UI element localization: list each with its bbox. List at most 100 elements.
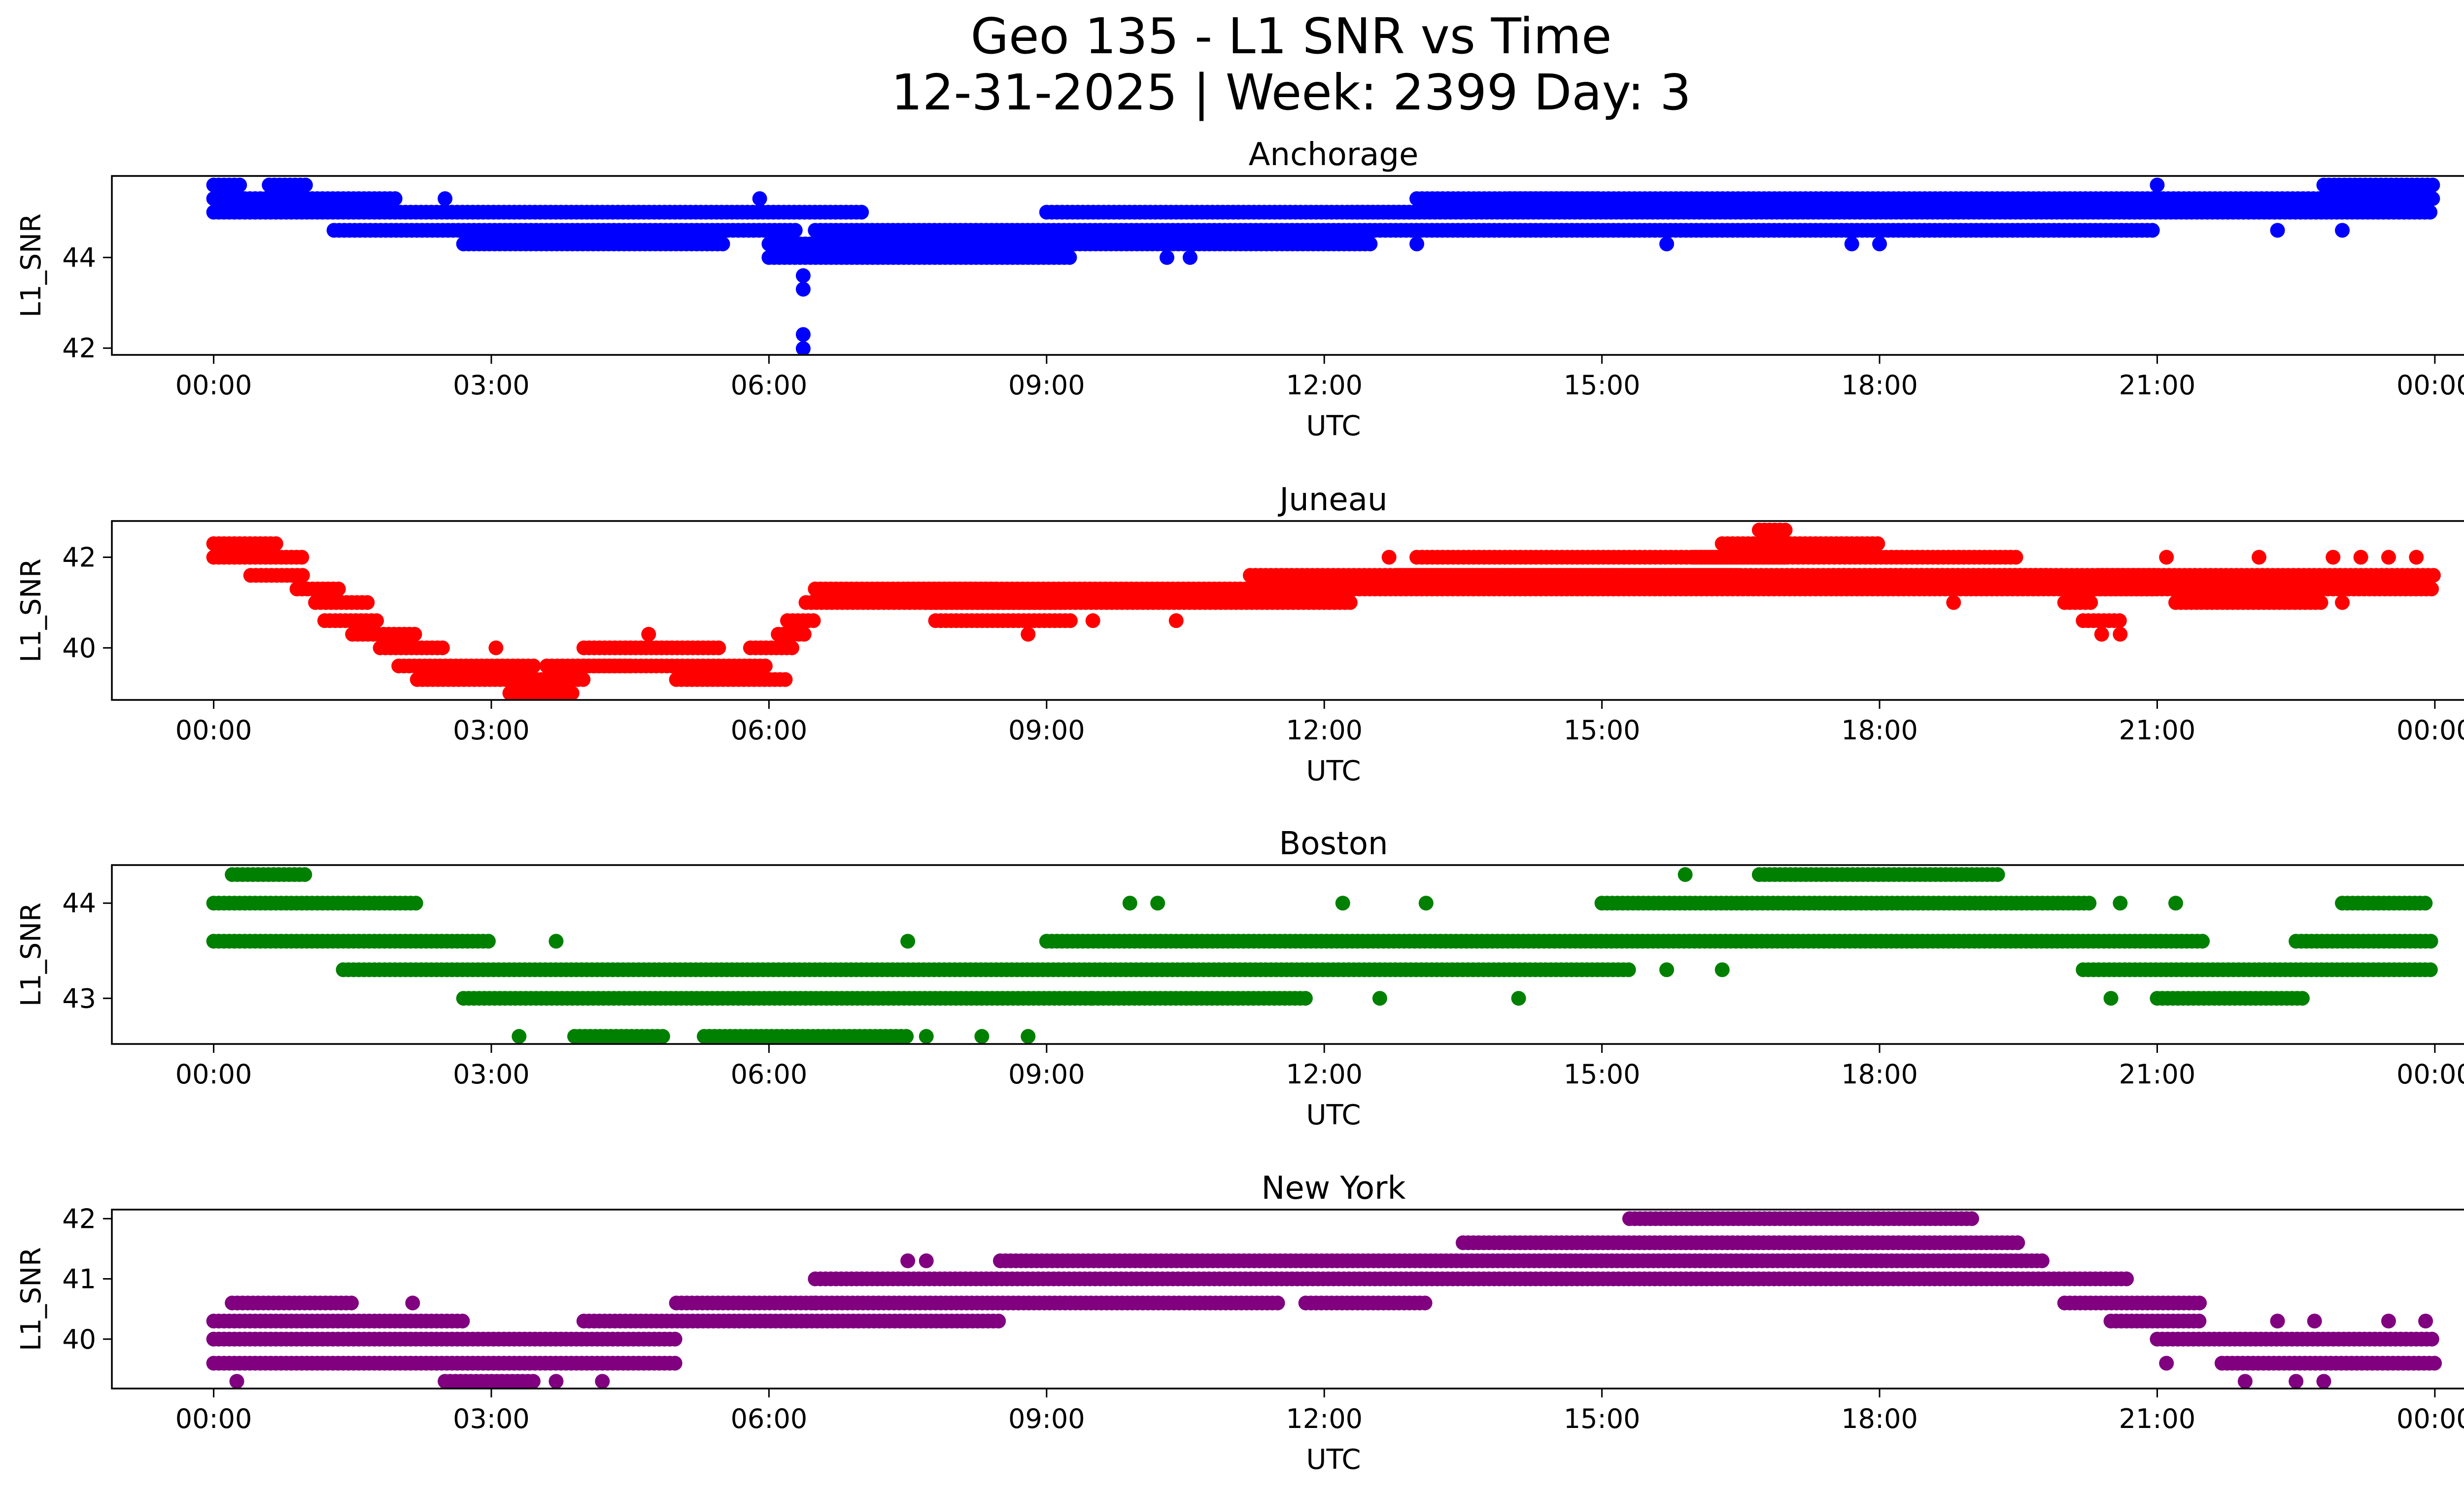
- data-point: [232, 177, 247, 193]
- x-axis-label: UTC: [1306, 410, 1361, 442]
- x-tick-label: 00:00: [2396, 1059, 2464, 1090]
- data-point: [576, 672, 591, 687]
- data-point: [2313, 595, 2328, 610]
- data-point: [899, 1029, 914, 1044]
- data-point: [2082, 896, 2097, 911]
- data-point: [1714, 962, 1730, 977]
- data-point: [438, 191, 453, 206]
- x-axis-label: UTC: [1306, 1099, 1361, 1131]
- data-point: [795, 268, 811, 283]
- x-tick-label: 15:00: [1564, 370, 1641, 401]
- data-point: [1021, 1029, 1036, 1044]
- data-point: [2418, 896, 2433, 911]
- data-point: [435, 640, 450, 656]
- data-point: [806, 613, 821, 628]
- x-tick-label: 18:00: [1841, 715, 1918, 746]
- data-point: [2112, 613, 2127, 628]
- data-points: [206, 177, 2440, 355]
- x-tick-label: 03:00: [453, 370, 530, 401]
- data-point: [2294, 991, 2310, 1006]
- x-tick-label: 03:00: [453, 1059, 530, 1090]
- data-points: [206, 522, 2441, 700]
- data-point: [2192, 1295, 2207, 1311]
- data-point: [526, 659, 541, 674]
- data-point: [455, 1314, 470, 1329]
- data-point: [778, 672, 793, 687]
- data-point: [787, 223, 803, 238]
- subplot-title: Boston: [1279, 826, 1388, 862]
- x-tick-label: 03:00: [453, 715, 530, 746]
- data-point: [2270, 223, 2285, 238]
- data-point: [667, 1331, 683, 1347]
- data-point: [1844, 236, 1859, 251]
- x-tick-label: 15:00: [1564, 1059, 1641, 1090]
- data-point: [2159, 550, 2174, 565]
- data-point: [2010, 1235, 2025, 1251]
- data-point: [2008, 550, 2023, 565]
- x-tick-label: 00:00: [175, 370, 252, 401]
- data-point: [1621, 962, 1636, 977]
- x-tick-label: 09:00: [1008, 1059, 1085, 1090]
- data-point: [667, 1356, 683, 1371]
- data-point: [2425, 177, 2440, 193]
- data-point: [784, 640, 799, 656]
- data-point: [2150, 177, 2165, 193]
- data-point: [796, 626, 812, 642]
- data-point: [795, 341, 811, 355]
- data-point: [480, 934, 496, 949]
- data-point: [1342, 595, 1358, 610]
- data-point: [525, 1374, 541, 1389]
- data-point: [488, 640, 504, 656]
- data-point: [548, 934, 564, 949]
- x-tick-label: 12:00: [1286, 370, 1363, 401]
- x-tick-label: 00:00: [2396, 715, 2464, 746]
- data-point: [1182, 250, 1198, 265]
- data-point: [2335, 223, 2350, 238]
- data-point: [2168, 896, 2184, 911]
- x-tick-label: 09:00: [1008, 715, 1085, 746]
- data-point: [2034, 1253, 2050, 1268]
- data-point: [1168, 613, 1184, 628]
- data-point: [1659, 962, 1675, 977]
- data-point: [715, 236, 730, 251]
- data-point: [298, 177, 313, 193]
- x-tick-label: 18:00: [1841, 370, 1918, 401]
- data-point: [1372, 991, 1387, 1006]
- data-point: [655, 1029, 670, 1044]
- data-point: [2335, 595, 2350, 610]
- data-point: [1872, 236, 1887, 251]
- data-point: [2426, 568, 2441, 583]
- y-axis-label: L1_SNR: [15, 558, 47, 662]
- data-point: [919, 1029, 934, 1044]
- data-point: [1021, 626, 1036, 642]
- data-point: [268, 536, 283, 551]
- data-point: [331, 581, 346, 596]
- data-point: [2425, 191, 2440, 206]
- data-point: [2119, 1271, 2134, 1286]
- data-points: [206, 867, 2438, 1044]
- subplot-title: New York: [1261, 1170, 1405, 1207]
- data-point: [1270, 1295, 1285, 1311]
- x-tick-label: 12:00: [1286, 715, 1363, 746]
- data-point: [344, 1295, 359, 1311]
- data-point: [360, 595, 375, 610]
- x-tick-label: 00:00: [175, 1059, 252, 1090]
- data-point: [752, 191, 767, 206]
- data-point: [387, 191, 403, 206]
- data-point: [795, 281, 811, 297]
- data-point: [2424, 581, 2439, 596]
- data-point: [1964, 1211, 1980, 1226]
- data-point: [1659, 236, 1675, 251]
- y-tick-label: 42: [62, 333, 96, 364]
- data-point: [2094, 626, 2109, 642]
- y-tick-label: 42: [62, 542, 96, 573]
- data-point: [1085, 613, 1100, 628]
- x-tick-label: 00:00: [175, 715, 252, 746]
- data-point: [711, 640, 726, 656]
- x-tick-label: 06:00: [731, 1059, 808, 1090]
- data-point: [757, 659, 773, 674]
- x-tick-label: 12:00: [1286, 1059, 1363, 1090]
